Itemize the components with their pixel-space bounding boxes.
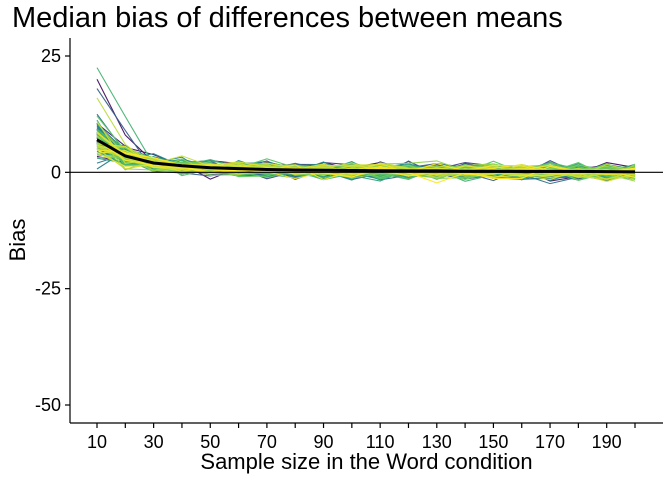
- y-tick-label: -50: [35, 395, 61, 415]
- x-tick-label: 110: [366, 432, 395, 452]
- x-tick-label: 170: [535, 432, 565, 452]
- x-tick-label: 30: [144, 432, 164, 452]
- x-tick-label: 70: [257, 432, 277, 452]
- axes: 10 30 50 70 90 110 130 150 170 190 25 0 -25 -50: [35, 38, 663, 452]
- x-tick-label: 190: [592, 432, 622, 452]
- x-tick-label: 10: [87, 432, 107, 452]
- x-tick-label: 130: [422, 432, 452, 452]
- x-tick-label: 90: [314, 432, 334, 452]
- x-tick-label: 50: [200, 432, 220, 452]
- x-axis-title: Sample size in the Word condition: [200, 449, 533, 474]
- chart-title: Median bias of differences between means: [12, 2, 563, 34]
- x-tick-label: 150: [478, 432, 508, 452]
- y-tick-label: -25: [35, 279, 61, 299]
- y-tick-label: 0: [51, 162, 61, 182]
- simulation-series-line: [96, 148, 636, 181]
- y-tick-label: 25: [41, 46, 61, 66]
- median-bias-line: [96, 138, 636, 174]
